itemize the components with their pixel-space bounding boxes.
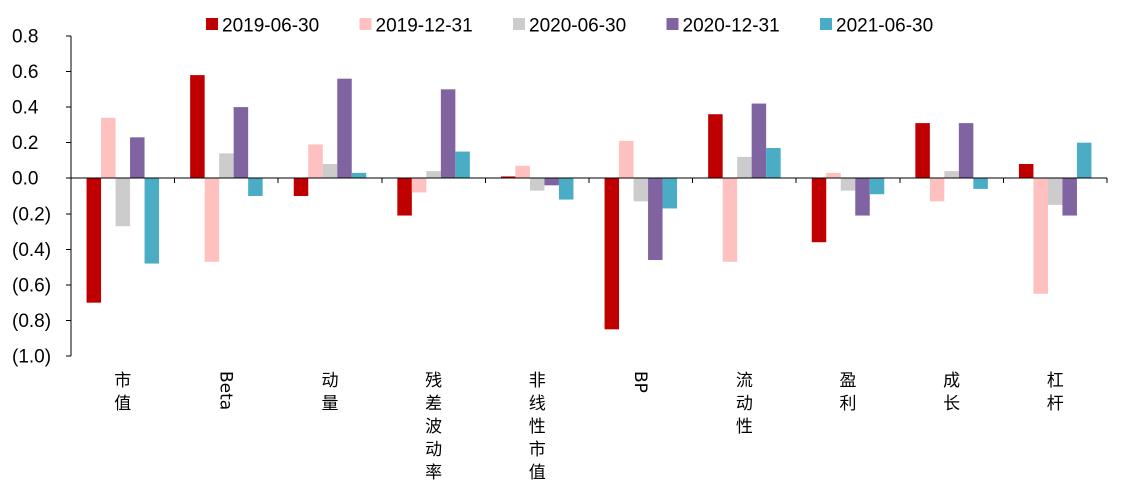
series-2019-12-31 <box>101 117 1048 294</box>
series-2019-06-30 <box>86 75 1034 330</box>
category-label: BP <box>630 371 650 393</box>
bar <box>322 164 338 179</box>
bars <box>86 75 1092 330</box>
bar <box>619 140 634 179</box>
legend-swatch <box>666 18 679 30</box>
category-label: 残差波动率 <box>425 371 442 480</box>
legend-item: 2020-12-31 <box>666 16 780 37</box>
legend-item: 2019-06-30 <box>206 16 319 37</box>
bar <box>130 137 145 179</box>
legend-label: 2021-06-30 <box>836 16 933 37</box>
bar <box>826 172 841 179</box>
bar <box>1033 178 1048 294</box>
bar <box>426 171 441 179</box>
x-axis-labels: 市值 Beta 动量 残差波动率 非线性市值 BP 流动性 盈利 成长 杠杆 <box>114 371 1063 480</box>
bar <box>190 75 205 179</box>
bar <box>101 117 116 179</box>
category-label: 非线性市值 <box>529 371 546 480</box>
bar <box>144 178 160 264</box>
legend-swatch <box>820 18 832 30</box>
bar <box>337 78 352 179</box>
category-label: 盈利 <box>840 371 857 414</box>
category-label: 成长 <box>943 371 960 414</box>
category-label: 动量 <box>322 371 339 414</box>
bar <box>86 178 102 303</box>
bar <box>411 178 427 193</box>
legend-item: 2019-12-31 <box>359 16 473 37</box>
legend-swatch <box>513 18 525 30</box>
y-tick-label: 0.6 <box>12 62 38 83</box>
bar <box>722 178 738 262</box>
y-tick-label: 0.4 <box>12 98 39 119</box>
legend-item: 2020-06-30 <box>513 16 626 37</box>
bar <box>500 176 516 179</box>
bar <box>115 178 131 227</box>
y-tick-label: (0.8) <box>12 311 51 332</box>
bar <box>1076 142 1092 179</box>
bar <box>351 172 367 179</box>
axes <box>70 36 1108 356</box>
bar <box>308 144 323 179</box>
bar <box>558 178 574 200</box>
bar <box>633 178 649 202</box>
bar <box>455 151 470 179</box>
bar <box>529 178 545 191</box>
y-tick-label: 0.0 <box>12 169 38 190</box>
legend-label: 2019-12-31 <box>376 16 473 37</box>
bar <box>811 178 827 243</box>
y-tick-label: (1.0) <box>12 347 51 368</box>
bar <box>233 107 249 179</box>
category-label: Beta <box>215 371 235 410</box>
bar <box>708 114 723 179</box>
y-axis-ticks: 0.8 0.6 0.4 0.2 0.0 (0.2) (0.4) (0.6) (0.8) (1.0) <box>12 27 71 368</box>
bar <box>973 178 988 189</box>
bar <box>544 178 559 186</box>
bar <box>855 178 870 216</box>
y-tick-label: (0.6) <box>12 275 51 296</box>
bar <box>869 178 885 195</box>
y-tick-label: 0.8 <box>12 27 38 48</box>
legend-label: 2020-12-31 <box>683 16 780 37</box>
legend-swatch <box>206 18 218 30</box>
bar <box>219 153 234 179</box>
bar <box>248 178 263 196</box>
category-label: 市值 <box>114 371 131 414</box>
legend-label: 2020-06-30 <box>529 16 626 37</box>
series-2020-12-31 <box>130 78 1077 260</box>
bar <box>766 148 781 179</box>
bar <box>397 178 412 216</box>
bar <box>929 178 945 202</box>
bar <box>915 123 930 179</box>
category-label: 流动性 <box>736 371 753 437</box>
bar <box>840 178 856 191</box>
bar <box>751 103 767 179</box>
series-2021-06-30 <box>144 142 1092 264</box>
bar <box>604 178 620 330</box>
bar <box>1018 164 1034 179</box>
bar <box>944 171 959 179</box>
bar <box>1062 178 1077 216</box>
legend-label: 2019-06-30 <box>222 16 319 37</box>
bar <box>1047 178 1063 205</box>
series-2020-06-30 <box>115 153 1063 227</box>
bar <box>204 178 220 262</box>
legend-item: 2021-06-30 <box>820 16 933 37</box>
bar <box>515 165 530 179</box>
y-tick-label: (0.4) <box>12 240 51 261</box>
bar <box>662 178 678 209</box>
bar <box>737 156 752 179</box>
bar <box>958 123 974 179</box>
bar <box>293 178 309 196</box>
y-tick-label: (0.2) <box>12 204 51 225</box>
bar <box>440 89 456 179</box>
legend: 2019-06-30 2019-12-31 2020-06-30 2020-12-31… <box>206 16 933 37</box>
y-tick-label: 0.2 <box>12 133 38 154</box>
bar <box>648 178 663 260</box>
legend-swatch <box>359 18 372 30</box>
category-label: 杠杆 <box>1047 371 1064 414</box>
